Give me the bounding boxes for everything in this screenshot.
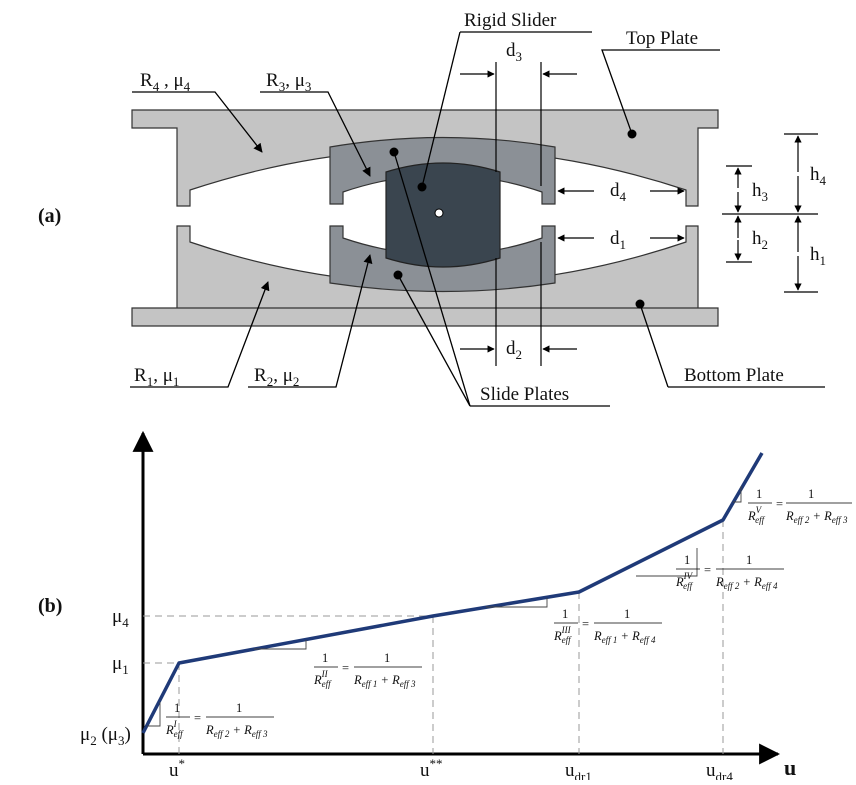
svg-text:Reff 2 + Reff 3: Reff 2 + Reff 3 — [785, 509, 848, 525]
bearing-drawing — [131, 109, 719, 327]
label-top-plate: Top Plate — [626, 28, 698, 49]
svg-text:Reff 1 + Reff 3: Reff 1 + Reff 3 — [353, 673, 416, 689]
slope-formula-IV: 1 RIV eff = 1 Reff 2 + Reff 4 — [675, 553, 784, 591]
label-r3-mu3: R3, μ3 — [266, 70, 311, 94]
svg-text:1: 1 — [624, 607, 630, 621]
svg-text:=: = — [194, 711, 201, 725]
slope-formula-II: 1 RII eff = 1 Reff 1 + Reff 3 — [313, 651, 422, 689]
label-d4: d4 — [610, 180, 627, 204]
panel-b-label: (b) — [38, 595, 62, 617]
svg-text:1: 1 — [562, 607, 568, 621]
svg-text:=: = — [582, 617, 589, 631]
dimension-d2 — [460, 242, 577, 366]
label-r1-mu1: R1, μ1 — [134, 365, 179, 389]
label-r4-mu4: R4 , μ4 — [140, 70, 191, 94]
slope-formula-V: 1 RV eff = 1 Reff 2 + Reff 3 — [747, 487, 852, 525]
callout-lines — [130, 31, 825, 407]
label-h1: h1 — [810, 244, 826, 268]
svg-text:=: = — [704, 563, 711, 577]
tick-mu2-mu3: μ2 (μ3) — [80, 724, 131, 748]
svg-text:=: = — [342, 661, 349, 675]
svg-text:=: = — [776, 497, 783, 511]
force-displacement-curve — [141, 452, 764, 734]
slider-center-marker — [434, 208, 444, 218]
label-r2-mu2: R2, μ2 — [254, 365, 299, 389]
guide-lines — [143, 520, 724, 754]
x-axis-label: u — [784, 755, 796, 780]
label-bottom-plate: Bottom Plate — [684, 365, 784, 386]
svg-text:Reff 2 + Reff 4: Reff 2 + Reff 4 — [715, 575, 778, 591]
svg-text:1: 1 — [174, 701, 180, 715]
svg-text:1: 1 — [746, 553, 752, 567]
label-h4: h4 — [810, 164, 827, 188]
label-rigid-slider: Rigid Slider — [464, 10, 557, 31]
tick-mu4: μ4 — [112, 606, 129, 630]
slope-triangles — [147, 486, 742, 727]
tick-u-star: u* — [169, 756, 185, 780]
label-d2: d2 — [506, 338, 522, 362]
svg-text:1: 1 — [684, 553, 690, 567]
tick-u-dr1: udr1 — [565, 760, 592, 780]
svg-text:1: 1 — [756, 487, 762, 501]
dimension-h — [722, 133, 818, 293]
tick-mu1: μ1 — [112, 653, 129, 677]
label-d1: d1 — [610, 228, 626, 252]
svg-text:1: 1 — [236, 701, 242, 715]
label-h2: h2 — [752, 228, 768, 252]
svg-text:Reff 1 + Reff 4: Reff 1 + Reff 4 — [593, 629, 656, 645]
svg-text:1: 1 — [322, 651, 328, 665]
tick-u-2star: u** — [420, 756, 443, 780]
slope-formula-I: 1 RI eff = 1 Reff 2 + Reff 3 — [165, 701, 274, 739]
tick-u-dr4: udr4 — [706, 760, 733, 780]
dimension-d3 — [460, 62, 577, 186]
panel-a-label: (a) — [38, 205, 61, 227]
dimension-d4-d1 — [557, 187, 685, 242]
svg-text:1: 1 — [808, 487, 814, 501]
svg-text:1: 1 — [384, 651, 390, 665]
label-h3: h3 — [752, 180, 768, 204]
label-d3: d3 — [506, 40, 522, 64]
slope-formula-III: 1 RIII eff = 1 Reff 1 + Reff 4 — [553, 607, 662, 645]
label-slide-plates: Slide Plates — [480, 384, 569, 405]
svg-text:Reff 2 + Reff 3: Reff 2 + Reff 3 — [205, 723, 268, 739]
axes — [132, 430, 781, 765]
